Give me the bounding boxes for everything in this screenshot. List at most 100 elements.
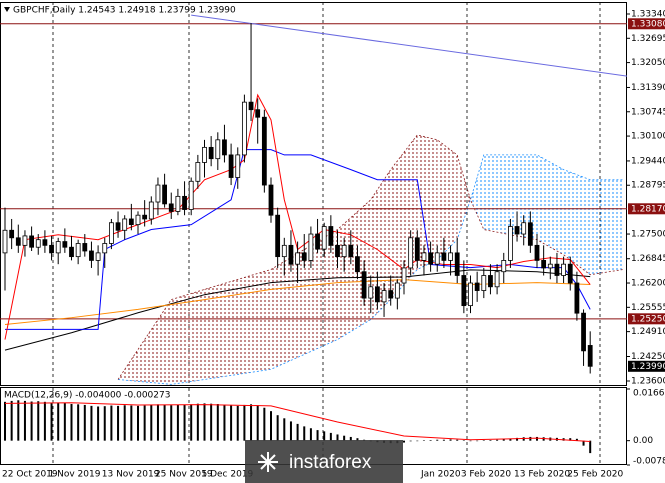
- candle-body: [374, 286, 380, 303]
- cloud-segment: [337, 199, 371, 340]
- macd-y-tick-label: -0.00783: [633, 457, 665, 467]
- macd-bar: [496, 439, 499, 441]
- candle-body: [381, 290, 387, 303]
- y-tick-label: 1.32695: [631, 34, 665, 44]
- candle-body: [574, 282, 580, 314]
- y-tick-label: 1.26200: [631, 279, 665, 289]
- cloud-segment: [417, 134, 438, 270]
- macd-bar: [23, 400, 26, 441]
- candle-body: [22, 235, 28, 246]
- cloud-segment: [563, 169, 591, 275]
- candle-body: [328, 226, 334, 246]
- macd-bar: [516, 437, 519, 441]
- x-tick-label: 5 Dec 2019: [202, 470, 254, 480]
- candle-body: [421, 252, 427, 261]
- price-badge-label: 1.28170: [631, 204, 665, 214]
- price-plot: [0, 2, 627, 386]
- candle-body: [481, 275, 487, 291]
- y-tick-label: 1.30100: [631, 132, 665, 142]
- macd-bar: [10, 400, 13, 441]
- cloud-segment: [171, 289, 205, 385]
- axes: 1.33340 1.32695 1.32050 1.31390 1.30745 1.301…: [2, 9, 665, 480]
- candle-body: [361, 271, 367, 299]
- candle-body: [9, 229, 15, 239]
- macd-bar: [190, 404, 193, 441]
- cloud-segment: [118, 299, 172, 385]
- price-badge: [628, 360, 665, 372]
- cloud-segment: [470, 154, 484, 230]
- candle-body: [148, 201, 154, 220]
- candle-body: [461, 275, 467, 307]
- y-tick-label: 1.24250: [631, 352, 665, 362]
- candle-body: [514, 226, 520, 235]
- macd-bar: [90, 405, 93, 441]
- x-tick-label: 25 Nov 2019: [155, 470, 213, 480]
- macd-bar: [250, 404, 253, 441]
- candle-body: [182, 195, 187, 210]
- macd-bar: [489, 440, 492, 441]
- macd-bar: [296, 423, 299, 441]
- macd-bar: [123, 405, 126, 441]
- candle-body: [507, 226, 513, 261]
- cloud-segment: [483, 154, 511, 235]
- cloud-edge: [117, 134, 624, 380]
- x-tick-label: 13 Nov 2019: [102, 470, 160, 480]
- price-badge-label: 1.23990: [631, 362, 665, 372]
- macd-bar: [83, 404, 86, 441]
- macd-bar: [196, 403, 199, 441]
- candle-body: [534, 244, 540, 261]
- macd-bar: [117, 405, 120, 441]
- macd-bar: [236, 405, 239, 441]
- y-tick-label: 1.28795: [631, 181, 665, 191]
- candle-body: [261, 116, 267, 186]
- macd-bar: [429, 440, 432, 441]
- y-tick-label: 1.27500: [631, 230, 665, 240]
- macd-bar: [442, 439, 445, 441]
- candle-body: [554, 263, 560, 276]
- macd-bar: [589, 440, 592, 454]
- macd-bar: [243, 404, 246, 441]
- candle-body: [308, 233, 314, 261]
- macd-bar: [476, 440, 479, 442]
- indicator-line: [4, 93, 591, 340]
- x-tick-label: 3 Feb 2020: [461, 470, 512, 480]
- cloud-segment: [271, 229, 338, 370]
- macd-bar: [176, 404, 179, 441]
- macd-bar: [170, 405, 173, 441]
- icon: [4, 7, 10, 12]
- macd-bar: [416, 440, 419, 442]
- candle-body: [115, 222, 121, 231]
- candle-body: [248, 101, 254, 111]
- candle-body: [295, 252, 301, 265]
- candle-body: [348, 244, 354, 258]
- candle-body: [215, 139, 221, 160]
- candle-body: [581, 312, 586, 352]
- macd-bar: [336, 434, 339, 441]
- macd-bar: [409, 440, 412, 442]
- macd-bar: [270, 411, 272, 441]
- x-tick-label: 25 Feb 2020: [567, 470, 623, 480]
- macd-bar: [323, 431, 326, 441]
- macd-bar: [276, 415, 279, 441]
- macd-bar: [30, 401, 33, 441]
- candle-body: [341, 244, 347, 258]
- macd-bar: [303, 426, 306, 441]
- macd-bar: [343, 435, 346, 441]
- macd-bar: [216, 404, 219, 441]
- candle-body: [255, 109, 261, 118]
- macd-bar: [203, 403, 206, 441]
- y-tick-label: 1.31390: [631, 83, 665, 93]
- macd-bar: [349, 436, 352, 441]
- macd-y-tick-label: 0.01663: [633, 389, 665, 399]
- x-tick-label: 1 Nov 2019: [49, 470, 101, 480]
- macd-bar: [110, 405, 113, 441]
- candle-body: [488, 275, 493, 288]
- y-tick-label: 1.24910: [631, 327, 665, 337]
- candle-body: [135, 214, 141, 226]
- macd-bar: [103, 406, 106, 441]
- candle-body: [541, 260, 547, 269]
- price-badge-label: 1.33080: [631, 19, 665, 29]
- candle-body: [281, 244, 287, 258]
- macd-bar: [263, 407, 266, 441]
